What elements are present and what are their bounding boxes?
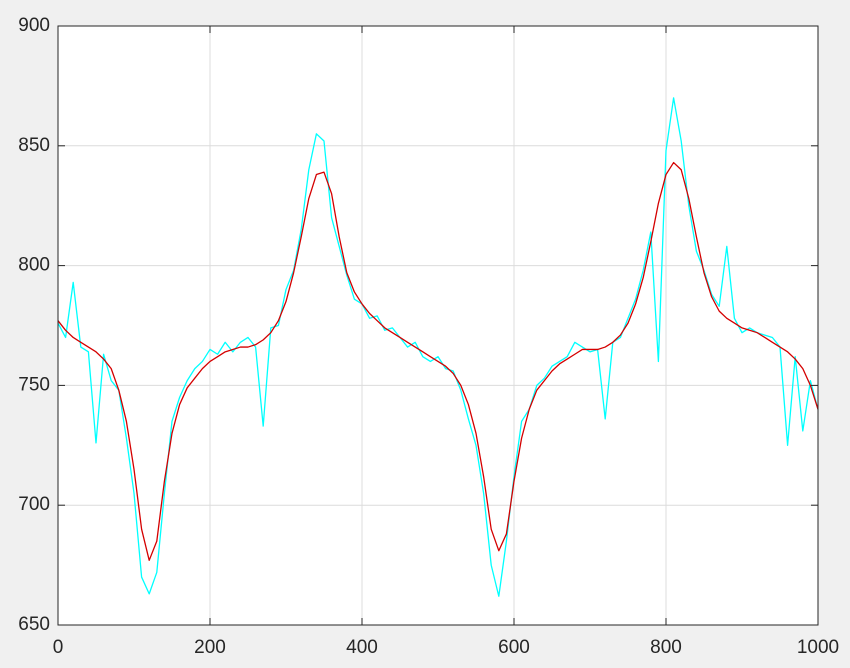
- series-line: [57, 97, 819, 597]
- x-tick-label: 200: [194, 637, 226, 658]
- x-tick-label: 800: [650, 637, 682, 658]
- x-tick-label: 600: [498, 637, 530, 658]
- plot-area: [58, 26, 818, 625]
- x-tick-label: 1000: [797, 637, 839, 658]
- y-tick-label: 650: [18, 614, 50, 635]
- axes-box: [57, 25, 819, 626]
- ticks: 650 700 750 800 850 900 0 200 400 600 800 1000: [18, 15, 839, 658]
- y-tick-label: 850: [18, 135, 50, 156]
- lines: [57, 97, 819, 597]
- x-tick-label: 0: [53, 637, 64, 658]
- y-tick-label: 900: [18, 15, 50, 36]
- series-line: [57, 161, 819, 561]
- y-tick-label: 750: [18, 374, 50, 395]
- y-tick-label: 800: [18, 255, 50, 276]
- x-tick-label: 400: [346, 637, 378, 658]
- y-tick-label: 700: [18, 494, 50, 515]
